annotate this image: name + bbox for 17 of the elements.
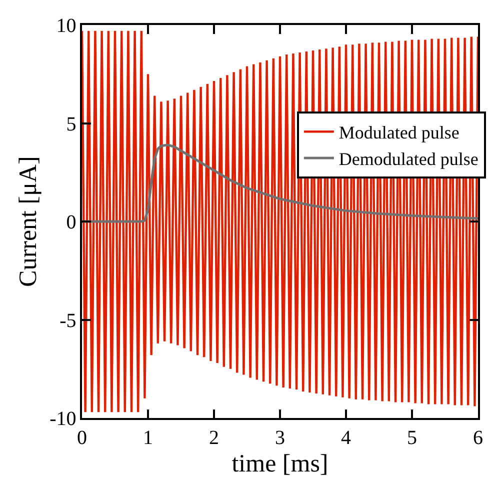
x-axis-title: time [ms]: [232, 450, 328, 478]
y-tick-label: 0: [66, 212, 76, 234]
line-series: [82, 30, 478, 414]
y-tick-label: -5: [60, 310, 76, 332]
y-tick-label: 5: [66, 113, 76, 136]
legend-label: Demodulated pulse: [338, 149, 478, 170]
x-tick-label: 5: [407, 426, 417, 449]
x-tick-label: 4: [341, 426, 351, 449]
legend-label: Modulated pulse: [338, 122, 460, 143]
x-tick-label: 6: [473, 426, 483, 449]
x-tick-label: 2: [209, 426, 219, 449]
line-series: [82, 144, 478, 223]
y-tick-label: -10: [50, 408, 76, 430]
x-tick-label: 3: [275, 426, 285, 449]
x-tick-label: 1: [143, 426, 153, 449]
y-tick-label: 10: [56, 15, 76, 37]
y-axis-title: Current [μA]: [14, 156, 42, 287]
